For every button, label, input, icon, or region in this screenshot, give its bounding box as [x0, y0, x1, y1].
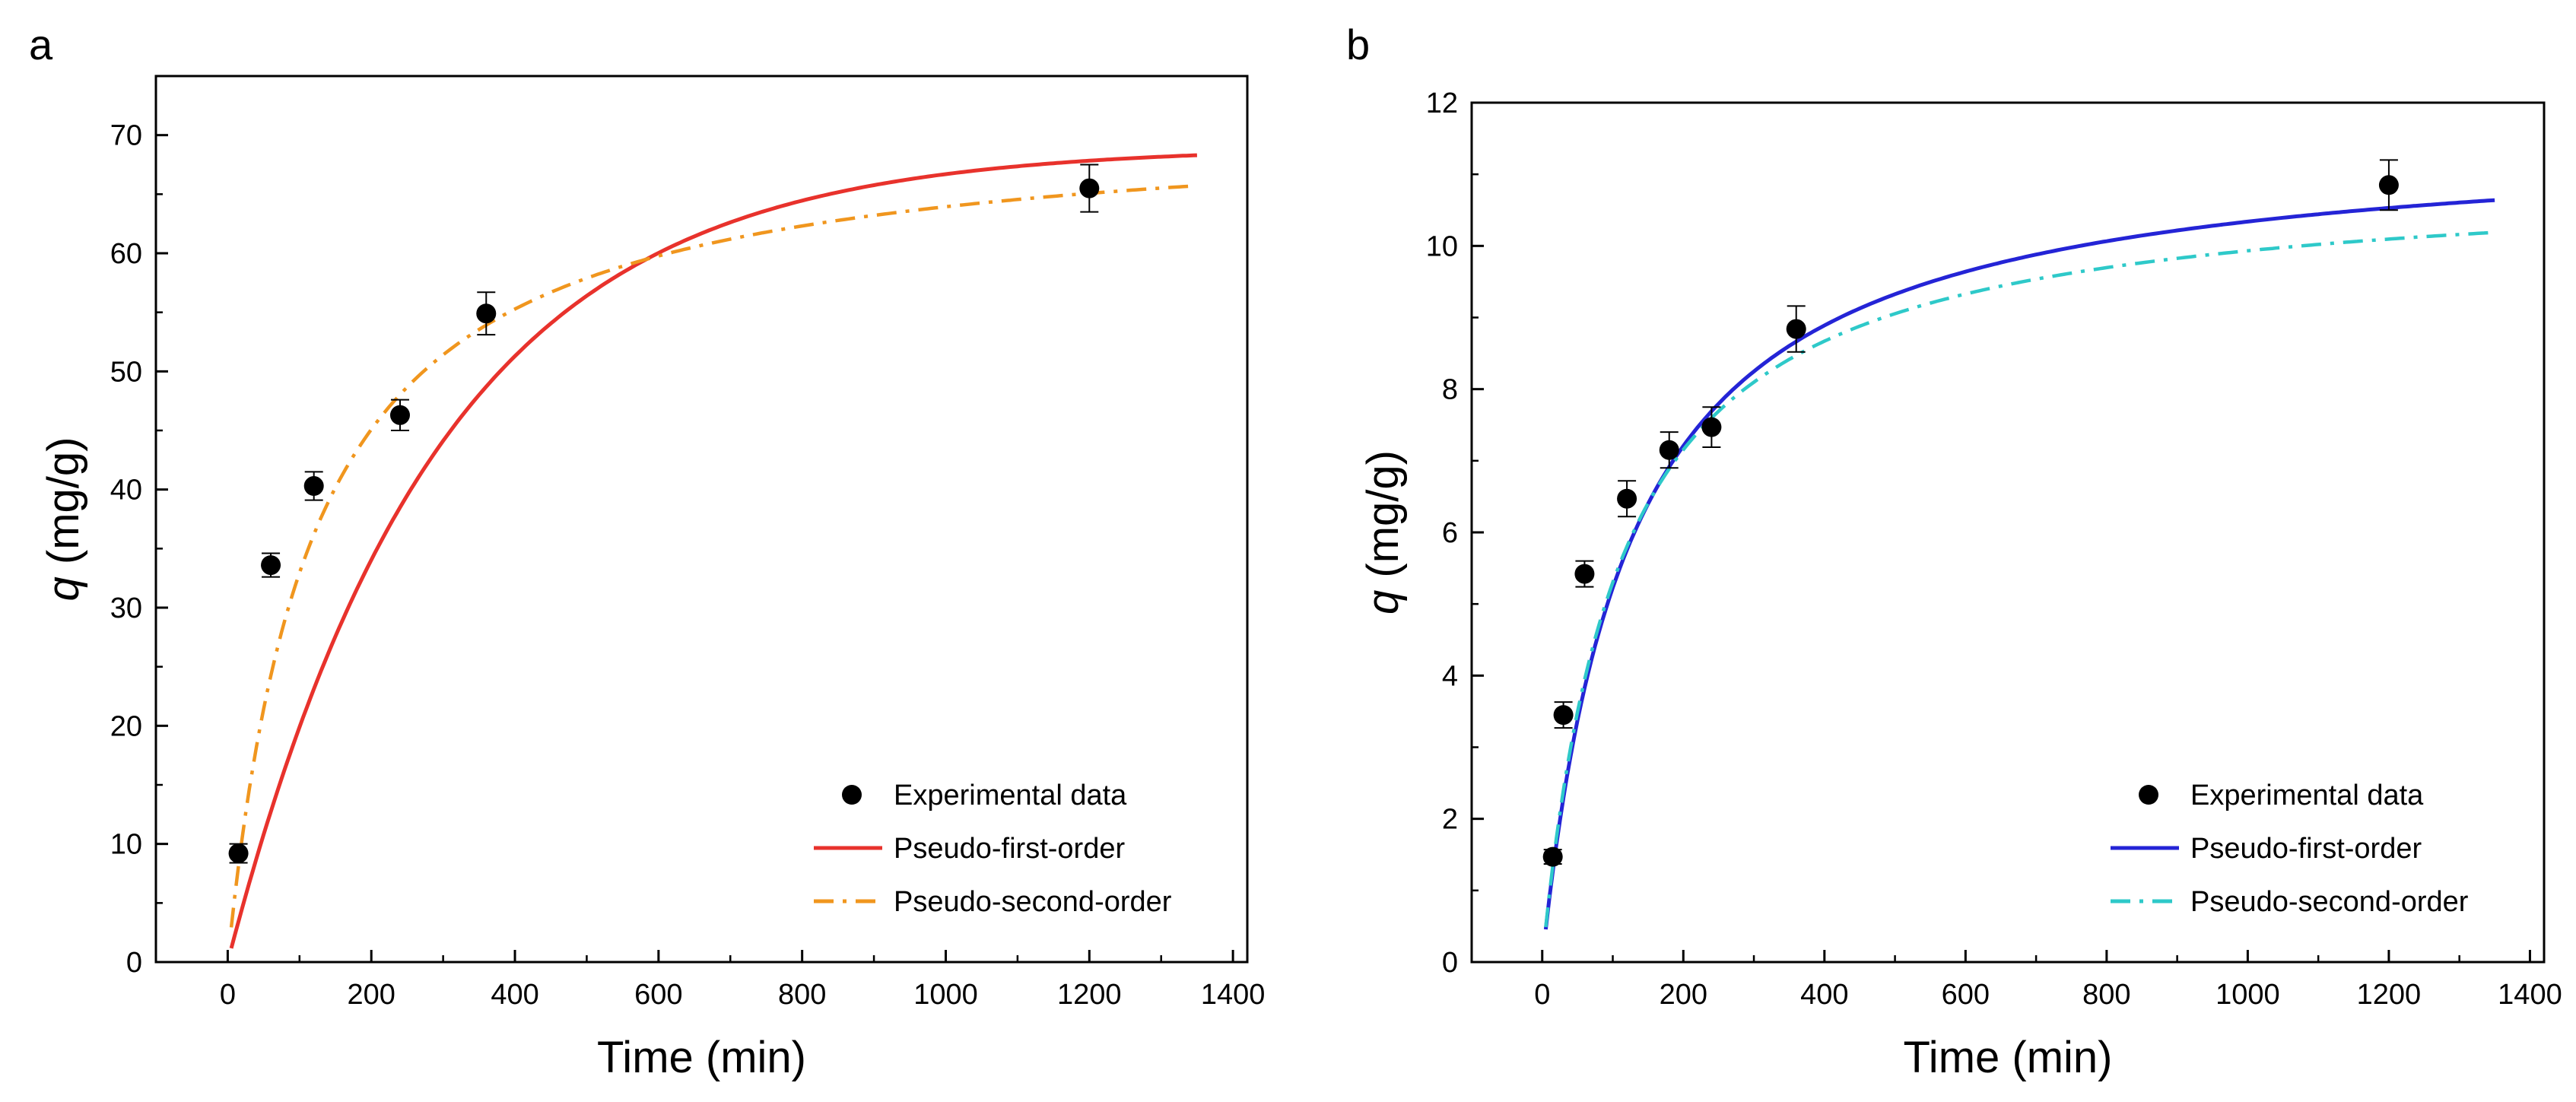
point-marker — [303, 476, 324, 497]
y-tick-label: 8 — [1442, 374, 1458, 406]
x-tick-label: 0 — [220, 979, 236, 1011]
y-tick-label: 4 — [1442, 660, 1458, 692]
y-axis-unit: (mg/g) — [39, 437, 88, 577]
point-marker — [1542, 846, 1563, 867]
legend-label: Pseudo-second-order — [894, 886, 1172, 918]
data-point — [1553, 701, 1574, 729]
y-tick-label: 10 — [110, 829, 142, 861]
legend: Experimental data Pseudo-first-order Pseud… — [814, 780, 1172, 918]
x-tick-label: 600 — [1942, 979, 1990, 1011]
data-point — [1786, 305, 1806, 353]
x-tick-label: 400 — [1800, 979, 1848, 1011]
x-tick-label: 800 — [778, 979, 826, 1011]
curve-pseudo-second-order — [1544, 230, 2495, 928]
plot-frame — [154, 75, 1249, 964]
panel-a: a 0 200 400 600 800 1000 1200 1400 0 10 20 30 40 50 60 7… — [29, 21, 1265, 1082]
legend-label: Experimental data — [2190, 780, 2424, 811]
legend-label: Pseudo-first-order — [2190, 833, 2422, 865]
point-marker — [1553, 705, 1574, 726]
x-tick-label: 1200 — [1057, 979, 1122, 1011]
data-point — [2378, 159, 2399, 211]
point-marker — [261, 555, 281, 576]
y-tick-label: 50 — [110, 356, 142, 388]
x-tick-label: 1200 — [2357, 979, 2422, 1011]
legend-marker — [2139, 785, 2158, 805]
legend-marker — [842, 785, 862, 805]
point-marker — [1786, 319, 1806, 339]
panel-letter: b — [1346, 21, 1370, 68]
data-point — [1542, 846, 1563, 867]
data-point — [228, 843, 249, 864]
panel-b: b 0 200 400 600 800 1000 1200 1400 0 2 4 6 8 10 12 Time … — [1346, 21, 2562, 1082]
y-axis-title: q (mg/g) — [39, 437, 88, 602]
y-axis-unit: (mg/g) — [1358, 450, 1408, 590]
curve-pseudo-second-order — [229, 183, 1198, 928]
x-axis-title: Time (min) — [597, 1033, 806, 1082]
point-marker — [2378, 175, 2399, 195]
point-marker — [1617, 488, 1637, 509]
data-point — [1701, 406, 1722, 448]
y-tick-label: 60 — [110, 238, 142, 270]
point-marker — [1659, 440, 1679, 460]
x-tick-label: 1000 — [2215, 979, 2280, 1011]
x-tick-label: 800 — [2082, 979, 2130, 1011]
data-point — [261, 552, 281, 578]
x-tick-label: 1400 — [1201, 979, 1266, 1011]
data-point — [1079, 164, 1100, 213]
point-marker — [476, 303, 497, 324]
point-marker — [1701, 417, 1722, 437]
y-tick-label: 70 — [110, 120, 142, 152]
data-point — [1574, 560, 1595, 588]
data-point — [389, 399, 410, 431]
curve-pseudo-first-order — [1543, 198, 2495, 930]
y-tick-label: 40 — [110, 475, 142, 507]
y-tick-label: 0 — [126, 947, 142, 979]
y-tick-label: 20 — [110, 710, 142, 742]
y-tick-label: 2 — [1442, 804, 1458, 836]
point-marker — [1574, 564, 1595, 584]
curve-pseudo-first-order — [229, 153, 1198, 949]
x-tick-label: 1000 — [913, 979, 978, 1011]
y-tick-label: 6 — [1442, 517, 1458, 549]
point-marker — [228, 843, 249, 864]
legend-label: Experimental data — [894, 780, 1127, 811]
legend-label: Pseudo-first-order — [894, 833, 1125, 865]
data-point — [476, 291, 497, 336]
x-tick-label: 200 — [348, 979, 395, 1011]
y-axis-symbol: q — [1358, 590, 1408, 615]
x-tick-label: 600 — [634, 979, 682, 1011]
y-axis-symbol: q — [39, 576, 88, 601]
point-marker — [389, 405, 410, 425]
curves — [229, 153, 1198, 949]
data-point — [303, 471, 324, 501]
panel-letter: a — [29, 21, 53, 68]
legend-label: Pseudo-second-order — [2190, 886, 2469, 918]
y-tick-label: 10 — [1426, 230, 1458, 262]
point-marker — [1079, 178, 1100, 198]
data-point — [1659, 431, 1679, 469]
curves — [1543, 198, 2495, 930]
x-tick-label: 400 — [491, 979, 538, 1011]
y-tick-label: 12 — [1426, 87, 1458, 119]
legend: Experimental data Pseudo-first-order Pseud… — [2111, 780, 2469, 918]
x-tick-label: 200 — [1660, 979, 1707, 1011]
x-tick-label: 1400 — [2498, 979, 2562, 1011]
data-point — [1617, 480, 1637, 518]
x-axis-title: Time (min) — [1904, 1033, 2113, 1082]
x-tick-label: 0 — [1534, 979, 1550, 1011]
y-tick-label: 30 — [110, 592, 142, 624]
y-tick-label: 0 — [1442, 947, 1458, 979]
y-axis-title: q (mg/g) — [1358, 450, 1408, 615]
